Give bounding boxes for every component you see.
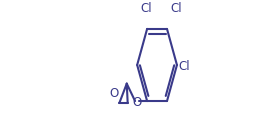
Text: O: O	[132, 96, 142, 109]
Text: O: O	[109, 87, 118, 100]
Text: Cl: Cl	[179, 60, 190, 73]
Text: Cl: Cl	[140, 2, 152, 15]
Text: Cl: Cl	[171, 2, 182, 15]
